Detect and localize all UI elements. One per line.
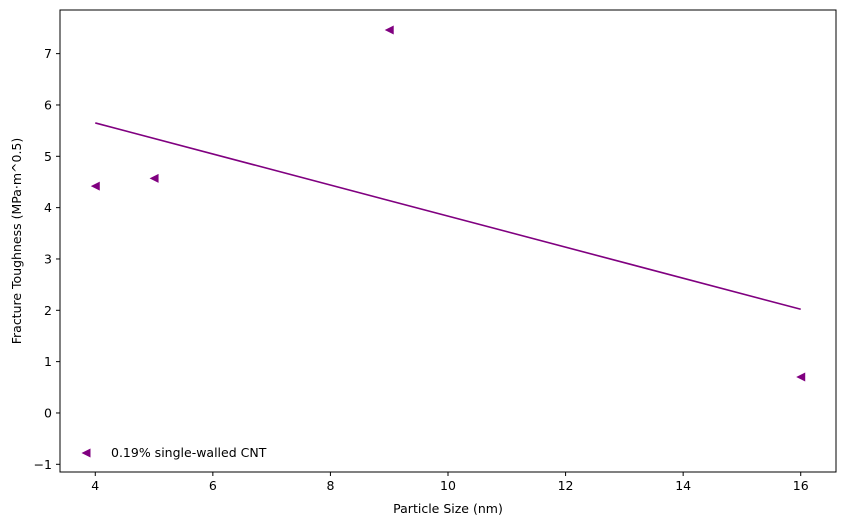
x-tick-label: 16 [793, 478, 809, 493]
y-tick-label: 3 [44, 251, 52, 266]
plot-frame [59, 9, 837, 473]
x-tick-label: 4 [91, 478, 99, 493]
data-point [384, 25, 394, 35]
data-point [149, 173, 159, 183]
x-axis-label: Particle Size (nm) [393, 501, 503, 516]
trend-line [95, 122, 801, 311]
y-tick-label: 2 [44, 303, 52, 318]
y-tick-label: 0 [44, 405, 52, 420]
y-tick-label: 5 [44, 149, 52, 164]
data-point [796, 372, 806, 382]
y-tick-label: −1 [34, 457, 52, 472]
data-point [90, 181, 100, 191]
legend-label: 0.19% single-walled CNT [111, 445, 267, 460]
y-tick-label: 4 [44, 200, 52, 215]
legend: 0.19% single-walled CNT [81, 445, 267, 460]
x-tick-label: 12 [558, 478, 574, 493]
x-tick-label: 10 [440, 478, 456, 493]
y-axis-label: Fracture Toughness (MPa·m^0.5) [9, 138, 24, 345]
y-tick-label: 1 [44, 354, 52, 369]
x-tick-label: 8 [326, 478, 334, 493]
legend-marker [81, 448, 91, 458]
x-tick-label: 14 [675, 478, 691, 493]
y-tick-label: 7 [44, 46, 52, 61]
x-tick-label: 6 [209, 478, 217, 493]
plot-area [60, 10, 836, 472]
y-tick-label: 6 [44, 97, 52, 112]
